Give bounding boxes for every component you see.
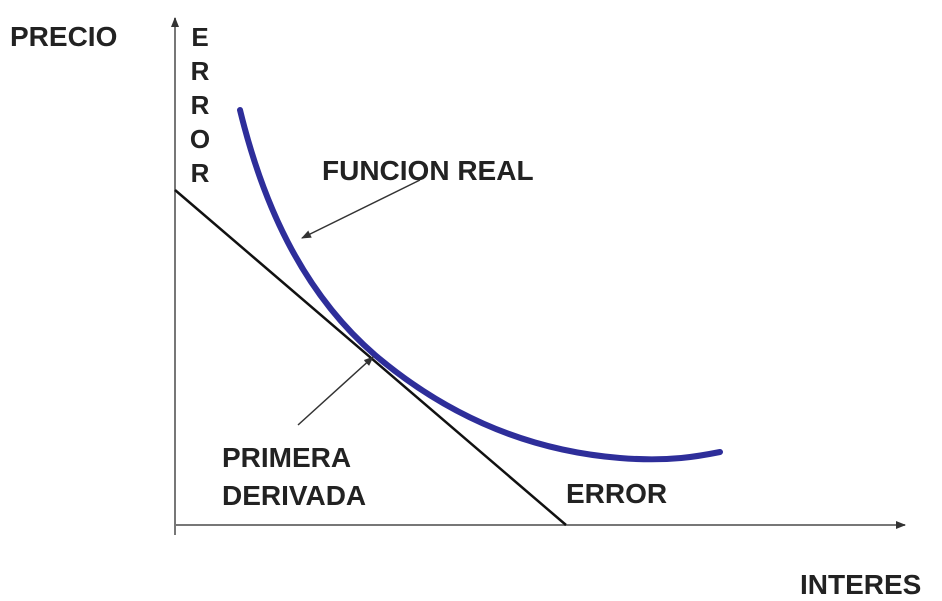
curve-label: FUNCION REAL [322,155,534,186]
tangent-arrow [297,356,374,426]
tangent-label-line: DERIVADA [222,480,366,511]
y-axis-label: PRECIO [10,21,117,52]
error-vertical-label: ERROR [185,22,215,192]
x-axis-label: INTERES [800,569,921,596]
real-function-curve [237,107,723,463]
error-label: ERROR [566,478,667,509]
tangent-label-line: PRIMERA [222,442,351,473]
curve-arrow [301,179,421,239]
tangent-line [174,189,567,526]
